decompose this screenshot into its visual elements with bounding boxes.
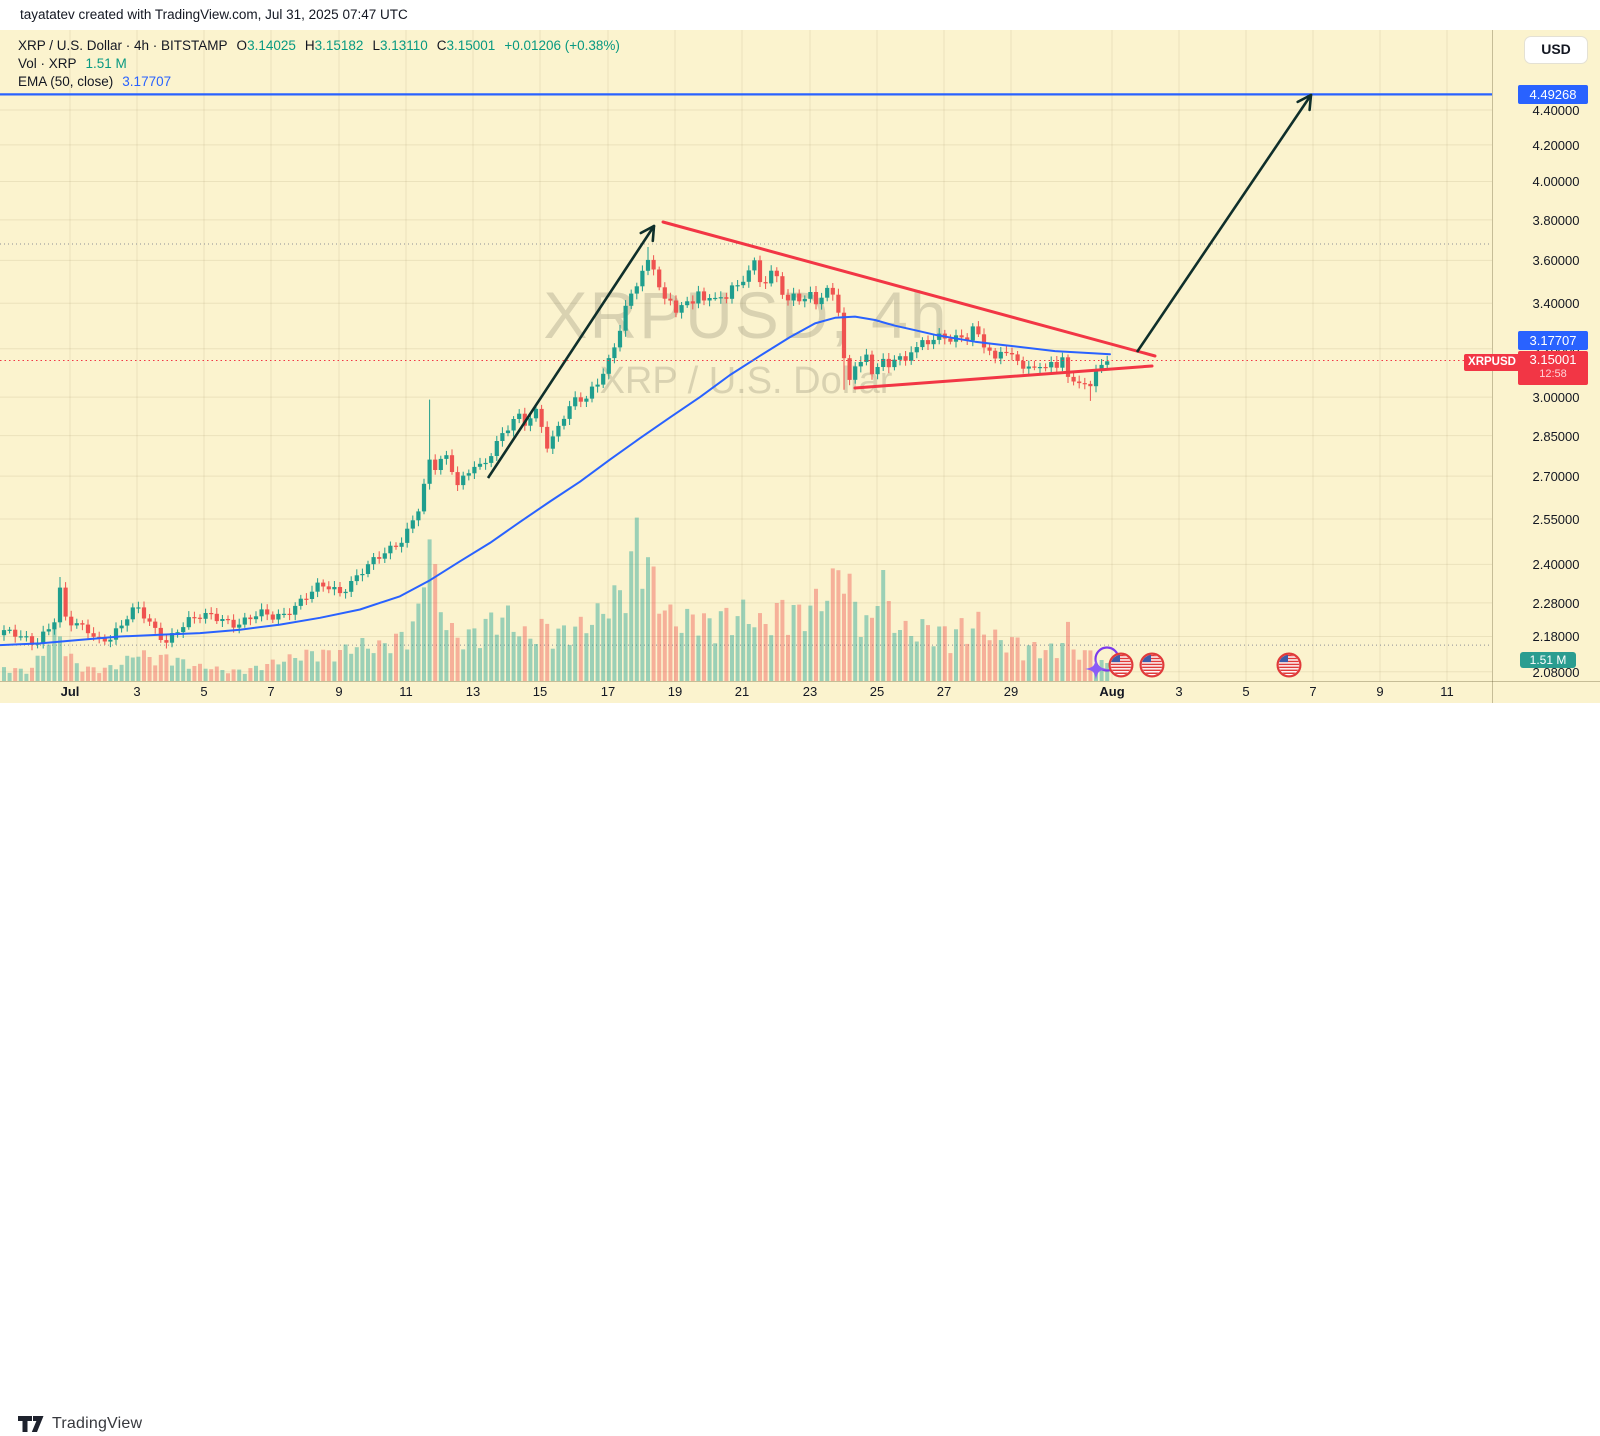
price-tick-label: 4.00000: [1532, 174, 1580, 190]
low-label: L: [372, 38, 380, 53]
price-tick-label: 3.80000: [1532, 212, 1580, 228]
last-price-value: 3.15001: [1529, 352, 1577, 367]
time-tick-label: 7: [1309, 684, 1317, 699]
price-tick-label: 4.20000: [1532, 137, 1580, 153]
price-tick-label: 3.40000: [1532, 296, 1580, 312]
open-label: O: [236, 38, 248, 53]
volume-bars-layer: [2, 517, 1110, 681]
time-tick-label: 11: [1440, 684, 1454, 699]
time-tick-label: 27: [936, 684, 952, 699]
up-arrow-drawing-2[interactable]: [1135, 93, 1313, 353]
time-tick-label: 3: [133, 684, 141, 699]
chart-legend: XRP / U.S. Dollar · 4h · BITSTAMP O3.1402…: [18, 37, 620, 91]
ema-value: 3.17707: [122, 74, 172, 89]
candles-layer: [1, 247, 1110, 651]
time-tick-label: 11: [399, 684, 413, 699]
credit-bar: tayatatev created with TradingView.com, …: [0, 0, 1600, 30]
legend-symbol-title[interactable]: XRP / U.S. Dollar · 4h · BITSTAMP: [18, 38, 228, 53]
close-label: C: [436, 38, 447, 53]
time-tick-label: 21: [734, 684, 750, 699]
change-value: +0.01206 (+0.38%): [504, 38, 620, 53]
resistance-trendline[interactable]: [661, 220, 1157, 358]
time-tick-label: 15: [532, 684, 548, 699]
close-value: 3.15001: [446, 38, 496, 53]
ema-price-badge: 3.17707: [1518, 331, 1588, 350]
low-value: 3.13110: [379, 38, 428, 53]
price-tick-label: 4.40000: [1532, 103, 1580, 118]
time-tick-label: 13: [465, 684, 481, 699]
tradingview-brand-text: TradingView: [52, 1415, 143, 1432]
time-tick-label: 19: [667, 684, 683, 699]
high-label: H: [304, 38, 315, 53]
volume-badge: 1.51 M: [1520, 652, 1576, 668]
price-tick-label: 2.70000: [1532, 469, 1580, 485]
time-tick-label: 5: [1242, 684, 1250, 699]
price-tick-label: 2.08000: [1532, 664, 1580, 680]
time-tick-label: 29: [1003, 684, 1019, 699]
time-tick-label: 17: [600, 684, 616, 699]
price-tick-label: 2.18000: [1532, 629, 1580, 645]
sparkle-icon[interactable]: [1085, 658, 1107, 680]
up-arrow-drawing-1[interactable]: [486, 224, 656, 479]
time-tick-label: Jul: [60, 684, 80, 699]
price-tick-label: 2.40000: [1532, 557, 1580, 573]
chart-canvas: [0, 30, 1492, 681]
grid-layer: [0, 30, 1492, 681]
volume-label: Vol · XRP: [18, 56, 77, 71]
high-value: 3.15182: [314, 38, 364, 53]
time-tick-label: 9: [335, 684, 343, 699]
us-economic-event-flag-icon[interactable]: [1276, 652, 1302, 678]
price-tick-label: 3.00000: [1532, 390, 1580, 406]
price-tick-label: 2.85000: [1532, 428, 1580, 444]
us-economic-event-flag-icon[interactable]: [1108, 652, 1134, 678]
time-tick-label: 23: [802, 684, 818, 699]
time-tick-label: 25: [869, 684, 885, 699]
ema-label: EMA (50, close): [18, 74, 114, 89]
time-tick-label: 5: [200, 684, 208, 699]
time-tick-label: Aug: [1099, 684, 1125, 699]
open-value: 3.14025: [247, 38, 296, 53]
price-tick-label: 2.28000: [1532, 595, 1580, 611]
support-trendline[interactable]: [853, 364, 1154, 390]
symbol-price-label: XRPUSD: [1464, 354, 1520, 371]
legend-symbol-row[interactable]: XRP / U.S. Dollar · 4h · BITSTAMP O3.1402…: [18, 37, 620, 55]
candle-countdown: 12:58: [1539, 368, 1567, 380]
legend-ema-row[interactable]: EMA (50, close) 3.17707: [18, 73, 620, 91]
last-price-badge: 3.15001 12:58: [1518, 351, 1588, 385]
time-tick-label: 7: [267, 684, 275, 699]
legend-volume-row[interactable]: Vol · XRP 1.51 M: [18, 55, 620, 73]
price-tick-label: 2.55000: [1532, 511, 1580, 527]
time-tick-label: 9: [1376, 684, 1384, 699]
credit-text: tayatatev created with TradingView.com, …: [20, 7, 408, 22]
dotted-level-lines[interactable]: [0, 243, 1492, 646]
time-axis-separator: [0, 681, 1600, 682]
ema-50-line: [0, 315, 1111, 647]
time-tick-label: 3: [1175, 684, 1183, 699]
chart-pane[interactable]: [0, 30, 1600, 703]
currency-toggle-button[interactable]: USD: [1524, 36, 1588, 64]
tradingview-logo-icon: [18, 1416, 44, 1432]
us-economic-event-flag-icon[interactable]: [1139, 652, 1165, 678]
tradingview-logo-link[interactable]: TradingView: [18, 1412, 142, 1436]
target-line-price-badge: 4.49268: [1518, 85, 1588, 104]
price-tick-label: 3.60000: [1532, 253, 1580, 269]
volume-value: 1.51 M: [85, 56, 127, 71]
footer-bar: TradingView: [0, 703, 1600, 1432]
